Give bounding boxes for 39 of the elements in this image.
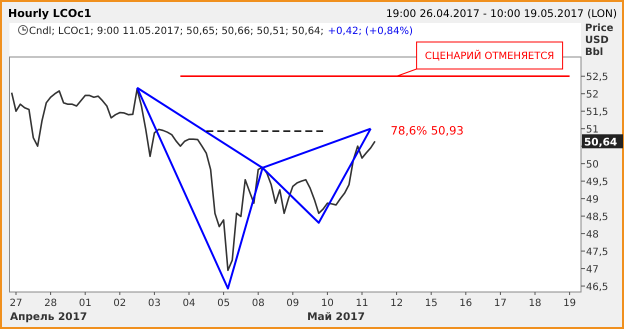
- y-tick-label: 50: [586, 160, 599, 171]
- text: +0,42; (+0,84%): [328, 26, 414, 37]
- chart-title: Hourly LCOc1: [8, 7, 92, 20]
- x-tick-label: 08: [252, 298, 265, 309]
- x-tick-label: 05: [217, 298, 230, 309]
- x-tick-label: 17: [494, 298, 507, 309]
- y-axis-title: Price USD Bbl: [585, 23, 614, 58]
- x-tick-label: 11: [356, 298, 368, 309]
- x-tick-label: 09: [286, 298, 300, 309]
- annotation: 50,64: [584, 136, 618, 148]
- y-tick-label: 47,5: [586, 247, 608, 258]
- x-tick-label: 28: [44, 298, 57, 309]
- y-tick-label: 48,5: [586, 212, 608, 224]
- y-tick-label: 49: [586, 194, 599, 206]
- x-tick-label: 19: [563, 298, 576, 309]
- text: Апрель 2017: [10, 311, 88, 323]
- y-tick-label: 49,5: [586, 177, 608, 188]
- x-tick-label: 02: [113, 298, 126, 309]
- y-tick-label: 51,5: [586, 107, 608, 118]
- annotation: СЦЕНАРИЙ ОТМЕНЯЕТСЯ: [424, 49, 554, 62]
- x-tick-label: 18: [528, 298, 542, 309]
- x-tick-label: 03: [148, 298, 161, 309]
- y-tick-label: 48: [586, 230, 599, 241]
- y-tick-label: 47: [586, 264, 599, 276]
- chart-subtitle: 19:00 26.04.2017 - 10:00 19.05.2017 (LON): [386, 8, 617, 20]
- x-tick-label: 10: [321, 298, 334, 309]
- text: Cndl; LCOc1; 9:00 11.05.2017; 50,65; 50,66; 50,51; 50,64;: [29, 26, 324, 37]
- x-tick-label: 16: [459, 298, 472, 309]
- y-tick-label: 46,5: [586, 282, 608, 294]
- x-tick-label: 15: [424, 298, 438, 309]
- y-tick-label: 52,5: [586, 72, 608, 84]
- x-tick-label: 27: [10, 298, 22, 309]
- text: Май 2017: [307, 311, 365, 323]
- x-tick-label: 01: [78, 298, 92, 309]
- y-tick-label: 51: [586, 124, 599, 136]
- annotation: 78,6% 50,93: [390, 124, 464, 138]
- x-tick-label: 04: [182, 298, 196, 309]
- y-tick-label: 52: [586, 90, 599, 101]
- x-tick-label: 12: [390, 298, 403, 309]
